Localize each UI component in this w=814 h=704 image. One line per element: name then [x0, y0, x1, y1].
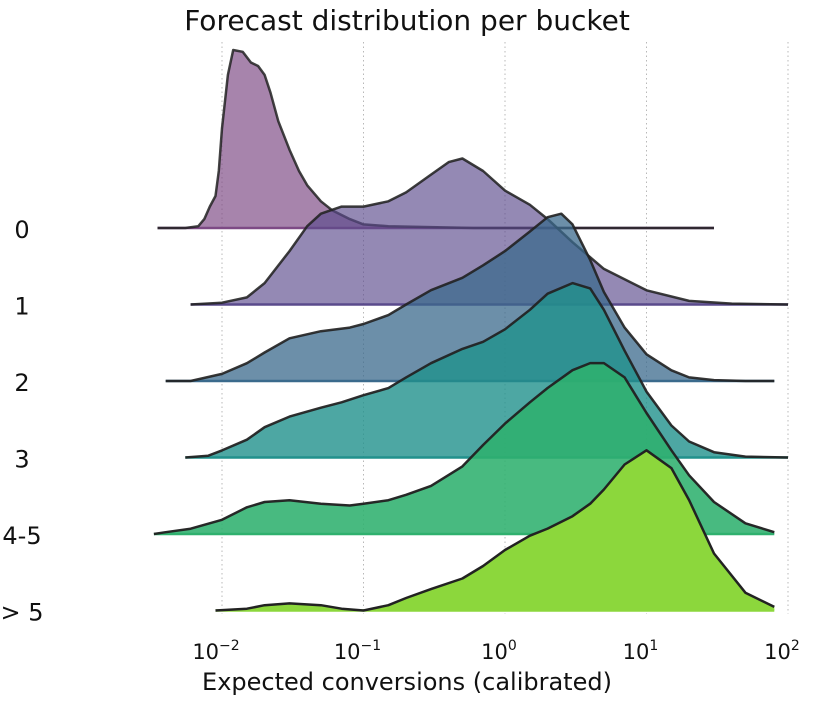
ridge-label: 3 [14, 446, 29, 474]
ridge-outline [185, 281, 789, 459]
ridge-outline [153, 361, 775, 536]
x-axis-label: Expected conversions (calibrated) [202, 668, 612, 696]
ridge-area [215, 450, 775, 611]
x-tick-label: 101 [623, 638, 659, 664]
ridge-5 [215, 449, 775, 612]
ridge-outline [215, 449, 775, 612]
ridge-label: 0 [14, 216, 29, 244]
chart-title: Forecast distribution per bucket [184, 4, 630, 37]
x-tick-label: 102 [764, 638, 800, 664]
x-tick-label: 10−2 [192, 638, 239, 664]
x-tick-label: 100 [481, 638, 517, 664]
ridge-area [165, 213, 775, 381]
ridge-label: 4-5 [2, 522, 41, 550]
ridge-label: 1 [14, 293, 29, 321]
ridge-area [157, 50, 714, 228]
ridge-area [190, 158, 789, 305]
ridge-label: 2 [14, 369, 29, 397]
ridge-outline [190, 157, 789, 306]
ridge-label: > 5 [0, 599, 43, 627]
ridge-outline [165, 212, 775, 383]
x-tick-label: 10−1 [334, 638, 381, 664]
